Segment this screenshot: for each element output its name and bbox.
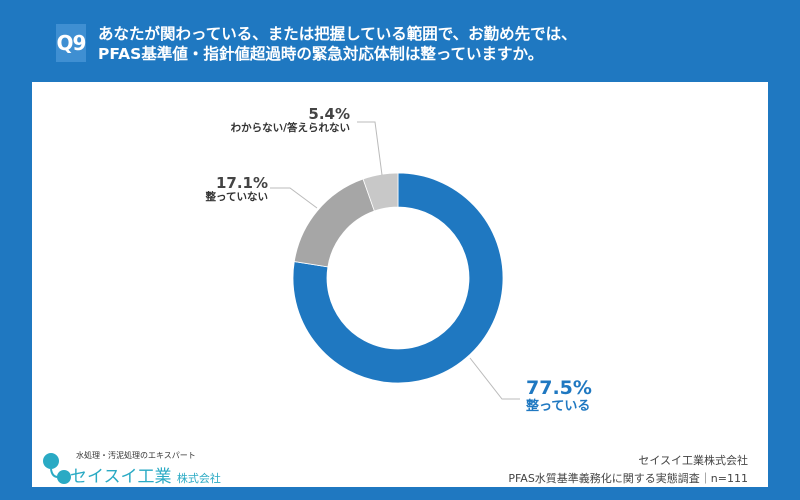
label-unknown: 5.4% わからない/答えられない: [231, 106, 350, 135]
source-note: セイスイ工業株式会社 PFAS水質基準義務化に関する実態調査｜n=111: [508, 452, 748, 488]
category-label-ready: 整っている: [526, 399, 591, 414]
label-not-ready: 17.1% 整っていない: [206, 175, 268, 204]
slice-not-ready: [293, 178, 375, 268]
source-company: セイスイ工業株式会社: [638, 454, 748, 467]
source-survey: PFAS水質基準義務化に関する実態調査｜n=111: [508, 472, 748, 485]
chart-panel: [32, 82, 768, 487]
category-label-unknown: わからない/答えられない: [230, 122, 350, 134]
question-number-badge: Q9: [56, 24, 86, 62]
logo-brand: セイスイ工業: [70, 467, 172, 487]
logo-tagline: 水処理・汚泥処理のエキスパート: [76, 451, 196, 460]
logo-name: セイスイ工業 株式会社: [70, 462, 221, 487]
slice-unknown: [362, 172, 399, 212]
data-label-ready: 77.5%: [526, 377, 592, 399]
leader-line-not-ready: [270, 187, 318, 209]
leader-line-unknown: [357, 121, 383, 176]
data-label-not-ready: 17.1%: [215, 174, 268, 192]
slice-ready: [292, 172, 504, 384]
data-label-unknown: 5.4%: [308, 105, 350, 123]
leader-line-ready: [469, 357, 520, 400]
question-line-2: PFAS基準値・指針値超過時の緊急対応体制は整っていますか。: [98, 45, 544, 63]
question-text: あなたが関わっている、または把握している範囲で、お勤め先では、 PFAS基準値・…: [98, 24, 577, 64]
category-label-not-ready: 整っていない: [205, 191, 268, 203]
question-line-1: あなたが関わっている、または把握している範囲で、お勤め先では、: [98, 25, 577, 43]
label-ready: 77.5% 整っている: [526, 378, 592, 415]
logo-suffix: 株式会社: [176, 472, 221, 485]
logo-droplet-icon: [43, 453, 71, 484]
